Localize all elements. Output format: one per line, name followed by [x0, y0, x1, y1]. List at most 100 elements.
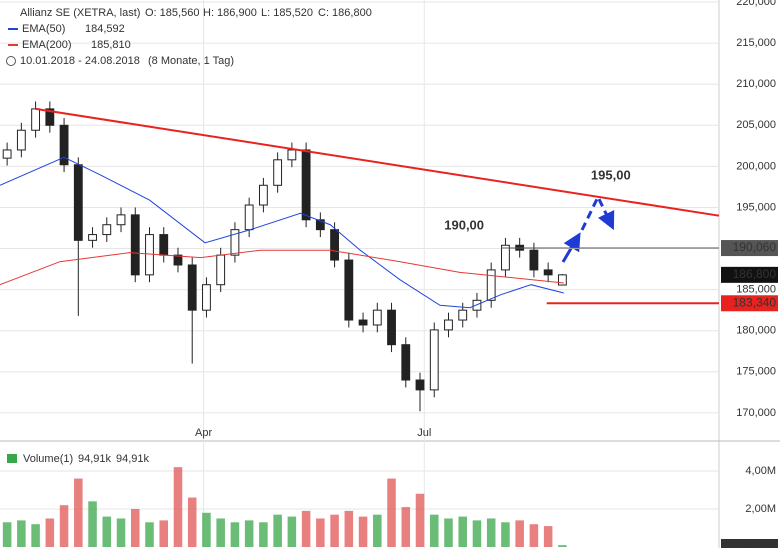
volume-bar: [301, 510, 311, 547]
y-tick-label: 180,000: [736, 325, 776, 337]
volume-bar: [116, 518, 126, 547]
y-tick-label: 220,000: [736, 0, 776, 8]
ohlc: L: 185,520: [261, 7, 313, 19]
ema-line: [0, 156, 564, 309]
candle-body: [372, 309, 382, 326]
candle-body: [415, 379, 425, 391]
candle-body: [230, 229, 240, 256]
candle-body: [202, 284, 211, 311]
candle-body: [529, 249, 539, 271]
ema-line: [0, 249, 564, 286]
y-tick-label: 170,000: [736, 407, 776, 419]
volume-bar: [273, 514, 282, 547]
candle-body: [486, 269, 496, 301]
legend-value: 185,810: [91, 39, 131, 51]
price-tag-label: 186,800: [733, 267, 777, 281]
candle-body: [173, 254, 183, 266]
volume-bar: [558, 545, 567, 547]
volume-bar: [358, 516, 368, 547]
x-tick-label: Apr: [195, 427, 212, 439]
candle-body: [344, 259, 354, 321]
candle-body: [387, 309, 396, 346]
volume-bar: [145, 522, 154, 547]
legend-value: 94,91k: [78, 453, 112, 465]
candle-body: [401, 344, 411, 381]
volume-bar: [45, 518, 55, 547]
y-tick-label: 175,000: [736, 366, 776, 378]
volume-bar: [17, 520, 26, 547]
ohlc: O: 185,560: [145, 7, 199, 19]
candle-body: [216, 254, 226, 286]
y-tick-label: 195,000: [736, 201, 776, 213]
candle-body: [59, 124, 69, 166]
volume-tag: [721, 539, 778, 548]
candle-body: [557, 274, 567, 286]
y-tick-label: 215,000: [736, 37, 776, 49]
candle-body: [330, 229, 339, 261]
volume-bar: [472, 520, 482, 547]
volume-bar: [529, 524, 539, 547]
volume-bar: [444, 518, 453, 547]
volume-bar: [486, 518, 496, 547]
volume-bar: [373, 514, 382, 547]
volume-bar: [74, 478, 83, 547]
y-tick-label: 210,000: [736, 78, 776, 90]
price-tag-label: 190,060: [733, 240, 777, 254]
volume-bar: [501, 522, 510, 547]
y-tick-label: 4,00M: [745, 465, 776, 477]
volume-bar: [543, 526, 553, 547]
candle-body: [301, 149, 311, 221]
candle-body: [258, 184, 268, 206]
volume-bar: [159, 520, 169, 547]
clock-icon: [6, 56, 16, 66]
x-tick-label: Jul: [417, 427, 431, 439]
volume-bar: [401, 507, 411, 547]
legend-name: EMA(200): [22, 39, 72, 51]
price-tag: [721, 295, 778, 312]
annotation: 195,00: [591, 168, 631, 183]
range-note: (8 Monate, 1 Tag): [148, 55, 234, 67]
volume-tag-label: 94,91k: [743, 540, 777, 548]
volume-bar: [202, 512, 211, 547]
candle-body: [102, 224, 112, 236]
candle-body: [16, 129, 26, 151]
arrow: [561, 232, 581, 263]
legend-name: Volume(1): [23, 453, 73, 465]
volume-bar: [59, 505, 69, 547]
candle-body: [444, 319, 453, 331]
y-tick-label: 2,00M: [745, 503, 776, 515]
price-tag-label: 183,340: [733, 295, 777, 309]
ohlc: C: 186,800: [318, 7, 372, 19]
volume-bar: [230, 522, 240, 547]
volume-bar: [2, 522, 12, 547]
candle-body: [2, 149, 12, 159]
volume-bar: [515, 520, 524, 547]
y-tick-label: 185,000: [736, 284, 776, 296]
y-tick-label: 205,000: [736, 119, 776, 131]
volume-bar: [316, 518, 325, 547]
volume-bar: [102, 516, 112, 547]
volume-bar: [415, 493, 425, 547]
arrow-dashed: [580, 193, 615, 231]
trendline: [35, 107, 720, 217]
candle-body: [501, 244, 510, 271]
range: 10.01.2018 - 24.08.2018: [20, 55, 140, 67]
candle-body: [187, 264, 197, 311]
volume-bar: [244, 520, 254, 547]
volume-bar: [287, 516, 297, 547]
candle-body: [130, 214, 140, 276]
volume-bar: [187, 497, 197, 547]
volume-bar: [429, 514, 439, 547]
candle-body: [358, 319, 368, 326]
candle-body: [73, 164, 83, 241]
volume-bar: [387, 478, 396, 547]
legend: Allianz SE (XETRA, last) O: 185,560 H: 1…: [6, 7, 372, 67]
volume-bar: [130, 508, 140, 547]
ohlc: H: 186,900: [203, 7, 257, 19]
title: Allianz SE (XETRA, last): [20, 7, 140, 19]
price-tag: [721, 240, 778, 257]
candle-body: [543, 269, 553, 276]
candle-body: [287, 149, 297, 161]
price-tag: [721, 266, 778, 283]
